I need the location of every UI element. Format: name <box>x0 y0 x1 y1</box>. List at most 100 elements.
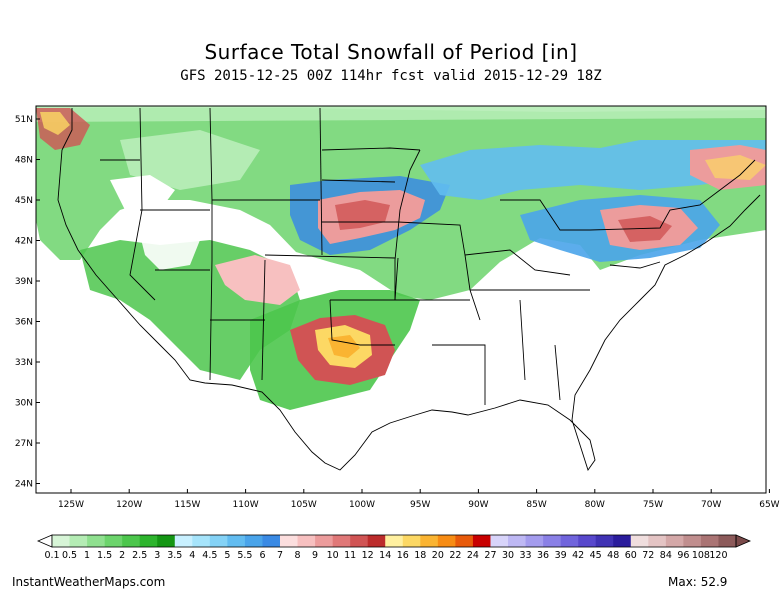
colorbar-label: 9 <box>312 550 318 561</box>
colorbar-swatch <box>525 535 544 547</box>
colorbar-swatch <box>122 535 140 547</box>
colorbar-label: 120 <box>709 550 727 561</box>
colorbar-swatch <box>683 535 702 547</box>
colorbar-swatch <box>490 535 509 547</box>
colorbar-label: 10 <box>327 550 339 561</box>
colorbar-label: 1.5 <box>97 550 112 561</box>
lon-label: 100W <box>349 500 375 510</box>
colorbar-swatch <box>455 535 474 547</box>
colorbar-swatch <box>262 535 281 547</box>
colorbar-swatch <box>297 535 316 547</box>
colorbar-swatch <box>560 535 579 547</box>
colorbar-label: 48 <box>607 550 619 561</box>
colorbar-label: 14 <box>379 550 391 561</box>
colorbar-swatch <box>700 535 719 547</box>
colorbar-swatch <box>280 535 298 547</box>
colorbar: 0.1 0.5 1 1.5 2 2.5 3 3.5 4 4.5 5 5.5 6 7 8 9 10 11 12 14 16… <box>36 534 752 561</box>
lon-label: 85W <box>526 500 546 510</box>
colorbar-swatch <box>630 535 649 547</box>
colorbar-label: 3.5 <box>167 550 182 561</box>
longitude-labels: 125W 120W 115W 110W 105W 100W 95W 90W 85W 80W 75W 7… <box>58 489 780 510</box>
colorbar-label: 5 <box>224 550 230 561</box>
colorbar-label: 0.1 <box>44 550 59 561</box>
lat-label: 33N <box>15 358 33 368</box>
colorbar-swatch <box>508 535 526 547</box>
colorbar-left-arrow <box>36 534 53 548</box>
boundaries <box>57 107 761 472</box>
colorbar-swatch <box>350 535 368 547</box>
colorbar-label: 2 <box>119 550 125 561</box>
lat-label: 24N <box>15 480 33 490</box>
map-title: Surface Total Snowfall of Period [in] <box>204 40 578 64</box>
colorbar-label: 33 <box>519 550 531 561</box>
lat-label: 27N <box>15 439 33 449</box>
colorbar-label: 24 <box>467 550 479 561</box>
lat-label: 48N <box>15 156 33 166</box>
lon-label: 125W <box>58 500 84 510</box>
colorbar-label: 36 <box>537 550 549 561</box>
colorbar-swatch <box>209 535 228 547</box>
colorbar-label: 7 <box>277 550 283 561</box>
lat-label: 45N <box>15 196 33 206</box>
lat-label: 42N <box>15 237 33 247</box>
lon-label: 95W <box>410 500 430 510</box>
colorbar-frame <box>51 534 737 548</box>
colorbar-swatch <box>385 535 404 547</box>
colorbar-label: 4 <box>189 550 195 561</box>
colorbar-swatch <box>192 535 211 547</box>
lat-label: 30N <box>15 399 33 409</box>
lat-label: 51N <box>15 115 33 125</box>
max-label: Max: <box>668 575 697 589</box>
colorbar-swatch <box>718 535 737 547</box>
max-number: 52.9 <box>700 575 728 589</box>
lon-label: 105W <box>291 500 317 510</box>
colorbar-swatch <box>665 535 684 547</box>
colorbar-swatch <box>578 535 596 547</box>
colorbar-label: 22 <box>449 550 461 561</box>
colorbar-swatch <box>315 535 333 547</box>
colorbar-swatch <box>244 535 263 547</box>
colorbar-label: 39 <box>555 550 567 561</box>
colorbar-label: 27 <box>484 550 496 561</box>
colorbar-label: 108 <box>692 550 710 561</box>
latitude-labels: 51N 48N 45N 42N 39N 36N 33N 30N 27N 24N <box>15 115 40 490</box>
lon-label: 80W <box>585 500 605 510</box>
max-value: Max: 52.9 <box>668 575 727 589</box>
colorbar-label: 5.5 <box>237 550 252 561</box>
colorbar-swatch <box>367 535 386 547</box>
colorbar-label: 60 <box>625 550 637 561</box>
colorbar-label: 2.5 <box>132 550 147 561</box>
colorbar-label: 42 <box>572 550 584 561</box>
colorbar-label: 45 <box>590 550 602 561</box>
lon-label: 65W <box>759 500 779 510</box>
colorbar-label: 30 <box>502 550 514 561</box>
colorbar-swatch <box>595 535 614 547</box>
colorbar-swatch <box>472 535 491 547</box>
colorbar-label: 18 <box>414 550 426 561</box>
colorbar-label: 4.5 <box>202 550 217 561</box>
colorbar-swatch <box>402 535 421 547</box>
colorbar-label: 8 <box>295 550 301 561</box>
lon-label: 120W <box>116 500 142 510</box>
snowfall-shading <box>36 106 766 410</box>
map-subtitle: GFS 2015-12-25 00Z 114hr fcst valid 2015… <box>180 68 602 84</box>
colorbar-swatch <box>648 535 667 547</box>
colorbar-swatch <box>437 535 456 547</box>
colorbar-label: 0.5 <box>62 550 77 561</box>
credit-text: InstantWeatherMaps.com <box>12 575 166 589</box>
colorbar-label: 20 <box>432 550 444 561</box>
colorbar-swatch <box>104 535 123 547</box>
colorbar-label: 12 <box>362 550 374 561</box>
colorbar-label: 16 <box>397 550 409 561</box>
colorbar-swatch <box>139 535 158 547</box>
plot-frame <box>35 105 767 494</box>
colorbar-swatch <box>543 535 561 547</box>
lon-label: 110W <box>233 500 259 510</box>
lat-label: 39N <box>15 277 33 287</box>
colorbar-swatch <box>157 535 176 547</box>
colorbar-swatch <box>87 535 105 547</box>
colorbar-label: 6 <box>259 550 265 561</box>
colorbar-swatch <box>227 535 246 547</box>
colorbar-label: 3 <box>154 550 160 561</box>
